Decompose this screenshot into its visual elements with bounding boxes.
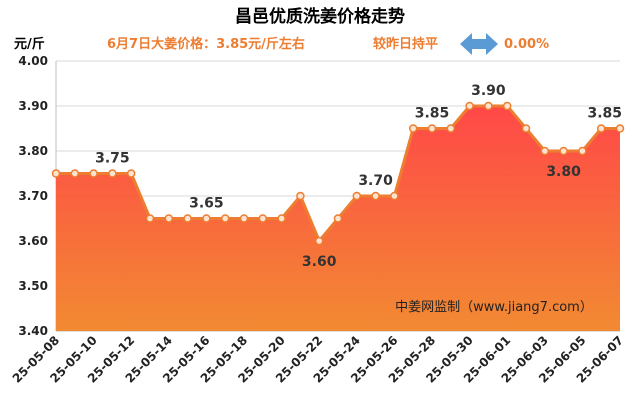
y-tick-label: 4.00 [18, 54, 48, 68]
data-markers [51, 101, 625, 246]
y-tick-label: 3.40 [18, 324, 48, 338]
y-tick-label: 3.60 [18, 234, 48, 248]
data-label: 3.70 [358, 173, 393, 189]
data-point [145, 214, 155, 223]
data-point [521, 124, 531, 133]
data-point [70, 169, 80, 178]
data-point [239, 214, 249, 223]
y-axis-unit: 元/斤 [14, 36, 45, 52]
data-point [108, 169, 117, 178]
data-point [408, 124, 418, 133]
data-point [164, 214, 174, 223]
double-arrow-icon [460, 33, 498, 55]
data-point [615, 124, 625, 133]
data-point [540, 146, 550, 156]
data-label: 3.65 [189, 196, 224, 212]
data-point [559, 146, 568, 156]
y-tick-label: 3.90 [18, 99, 48, 113]
data-point [314, 236, 324, 246]
data-label: 3.90 [471, 83, 506, 99]
data-point [89, 169, 98, 178]
data-point [465, 101, 474, 111]
data-point [427, 124, 437, 133]
data-point [484, 101, 493, 111]
y-tick-label: 3.70 [18, 189, 48, 203]
data-label: 3.80 [546, 164, 581, 180]
data-point [371, 191, 380, 201]
data-point [352, 191, 362, 201]
compare-label: 较昨日持平 [373, 36, 438, 52]
change-value: 0.00% [504, 37, 549, 52]
data-point [333, 214, 343, 223]
data-label: 3.85 [415, 106, 450, 122]
data-point [51, 169, 61, 178]
data-point [183, 214, 192, 223]
y-tick-label: 3.80 [18, 144, 48, 158]
data-label: 3.75 [95, 151, 130, 167]
data-point [126, 169, 136, 178]
price-note: 6月7日大姜价格：3.85元/斤左右 [107, 36, 305, 52]
data-point [390, 191, 399, 201]
data-label: 3.85 [587, 106, 622, 122]
x-axis-ticks: 25-05-0825-05-1025-05-1225-05-1425-05-16… [10, 333, 626, 385]
data-point [277, 214, 286, 223]
data-point [296, 191, 305, 201]
data-label: 3.60 [302, 254, 337, 270]
watermark: 中姜网监制（www.jiang7.com） [395, 300, 593, 315]
data-point [258, 214, 268, 223]
data-point [502, 101, 512, 111]
data-point [220, 214, 230, 223]
data-point [202, 214, 211, 223]
y-axis-ticks: 3.40 3.50 3.60 3.70 3.80 3.90 4.00 [18, 54, 48, 338]
y-tick-label: 3.50 [18, 279, 48, 293]
data-point [596, 124, 606, 133]
chart-title: 昌邑优质洗姜价格走势 [235, 6, 405, 27]
data-point [578, 146, 587, 156]
data-labels: 3.75 3.65 3.60 3.70 3.85 3.90 3.80 3.85 [95, 83, 622, 270]
data-point [446, 124, 456, 133]
